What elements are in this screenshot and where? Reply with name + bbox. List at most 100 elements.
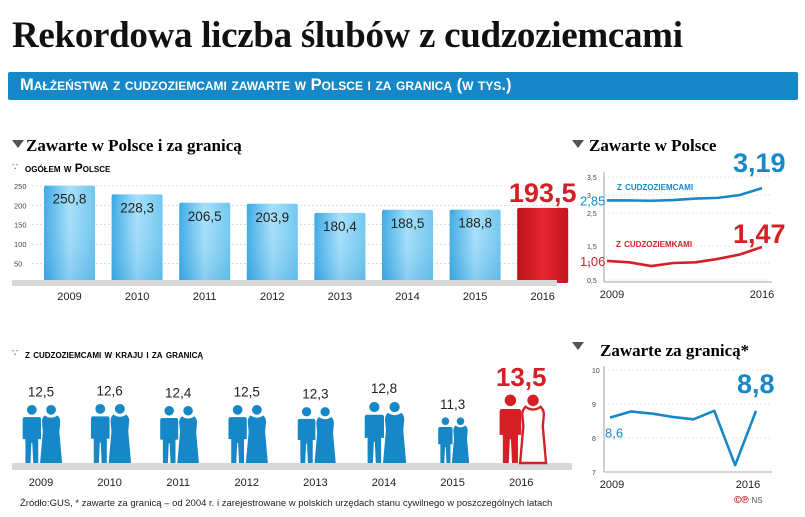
- bar-value-label: 188,8: [458, 216, 492, 231]
- sub-marker-icon: ∵: [12, 348, 18, 359]
- x-tick-label: 2015: [463, 291, 487, 303]
- main-bars-baseline: [12, 280, 557, 286]
- main-bars-subtitle: ogółem w Polsce: [25, 161, 111, 175]
- couple-icon: [364, 401, 407, 463]
- section-marker-icon: [572, 342, 584, 350]
- couple-icon: [297, 407, 336, 463]
- couple-value-label: 12,8: [371, 381, 397, 396]
- abroad-line-title: Zawarte za granicą*: [600, 341, 749, 360]
- couple-value-label: 11,3: [440, 397, 465, 412]
- x-tick-label: 2010: [97, 477, 121, 489]
- line-start-label: 8,6: [605, 426, 623, 441]
- page-subtitle: Małżeństwa z cudzoziemcami zawarte w Pol…: [20, 76, 512, 94]
- couple-2009: 12,5 2009: [22, 384, 63, 489]
- bar-value-label: 180,4: [323, 219, 357, 234]
- y-tick-label: 1: [587, 261, 591, 268]
- line-end-label: 8,8: [737, 369, 775, 399]
- bar-shade: [179, 202, 231, 283]
- x-tick-label: 2009: [29, 477, 53, 489]
- x-tick-label: 2016: [736, 479, 760, 491]
- section-pictogram: ∵ z cudzoziemcami w kraju i za granicą 1…: [12, 347, 572, 489]
- y-tick-label: 3,5: [587, 175, 597, 182]
- x-tick-label: 2011: [193, 291, 217, 303]
- couple-2011: 12,4 2011: [160, 385, 199, 489]
- x-tick-label: 2011: [166, 477, 190, 489]
- page-title: Rekordowa liczba ślubów z cudzoziemcami: [12, 15, 683, 56]
- y-tick-label: 50: [14, 260, 22, 269]
- abroad-line-axes: 7 8 9 10 2009 2016: [592, 366, 772, 491]
- bar-value-label: 206,5: [188, 209, 222, 224]
- y-tick-label: 0,5: [587, 278, 597, 285]
- section-marker-icon: [572, 140, 584, 148]
- y-tick-label: 3: [587, 193, 591, 200]
- main-bars-plot: 250,8 228,3 206,5 203,9 180,4 188,5 188,8 193,5: [44, 178, 576, 283]
- pictogram-plot: 12,5 2009 12,6 2010 12,4 2011 12,5 2012 12,3 2013…: [22, 362, 548, 489]
- pictogram-baseline: [12, 463, 572, 470]
- couple-value-label: 12,5: [28, 384, 54, 399]
- bar-value-label: 203,9: [255, 210, 289, 225]
- poland-lines-title: Zawarte w Polsce: [589, 136, 717, 155]
- section-abroad-line: Zawarte za granicą* 7 8 9 10 2009 2016 8,6 8,8: [572, 341, 775, 491]
- line-start-label: 2,85: [580, 193, 605, 208]
- abroad-line-plot: 8,6 8,8: [605, 369, 775, 469]
- y-tick-label: 10: [592, 368, 600, 375]
- y-tick-label: 200: [14, 201, 27, 210]
- x-tick-label: 2013: [328, 291, 352, 303]
- bar-value-label: 228,3: [120, 200, 154, 215]
- x-tick-label: 2015: [440, 477, 464, 489]
- y-tick-label: 2,5: [587, 211, 597, 218]
- y-tick-label: 150: [14, 221, 27, 230]
- poland-lines-axes: 2,5 3 3,5 0,5 1 1,5 2009 2016: [587, 172, 774, 301]
- couple-2012: 12,5 2012: [228, 384, 268, 489]
- x-tick-label: 2009: [600, 289, 624, 301]
- x-tick-label: 2013: [303, 477, 327, 489]
- y-tick-label: 8: [592, 436, 596, 443]
- sub-marker-icon: ∵: [12, 162, 18, 173]
- poland-lines-plot: 2,85 3,19 z cudzoziemcami 1,06 1,47 z cudzozi…: [580, 148, 786, 270]
- line-za-granica: [609, 409, 758, 467]
- x-tick-label: 2016: [750, 289, 774, 301]
- line-z-cudzoziemcami: [607, 186, 763, 203]
- logo-icon: ©℗: [734, 495, 749, 506]
- x-tick-label: 2016: [509, 477, 533, 489]
- x-tick-label: 2012: [235, 477, 259, 489]
- line-start-label: 1,06: [580, 254, 605, 269]
- x-tick-label: 2009: [57, 291, 81, 303]
- source-note: Źródło:GUS, * zawarte za granicą – od 20…: [20, 498, 553, 509]
- couple-value-label: 12,4: [165, 385, 192, 400]
- section-main-bars: Zawarte w Polsce i za granicą ∵ ogółem w…: [12, 136, 576, 303]
- pictogram-title: z cudzoziemcami w kraju i za granicą: [25, 347, 203, 361]
- section-marker-icon: [12, 140, 24, 148]
- couple-2016: 13,5 2016: [496, 362, 548, 489]
- couple-value-label: 12,3: [302, 386, 328, 401]
- couple-value-label: 13,5: [496, 362, 547, 392]
- bar-shade: [246, 203, 298, 283]
- couple-2015: 11,3 2015: [438, 397, 470, 489]
- x-tick-label: 2014: [372, 477, 396, 489]
- main-bars-title: Zawarte w Polsce i za granicą: [26, 136, 242, 155]
- couple-value-label: 12,5: [234, 384, 260, 399]
- x-tick-label: 2014: [395, 291, 419, 303]
- series-label: z cudzoziemkami: [616, 238, 692, 250]
- subtitle-bar: [8, 72, 798, 100]
- line-end-label: 3,19: [733, 148, 786, 178]
- couple-2014: 12,8 2014: [364, 381, 407, 489]
- line-end-label: 1,47: [733, 219, 786, 249]
- bar-shade: [111, 194, 163, 283]
- bar-shade: [449, 209, 501, 283]
- couple-icon: [228, 404, 268, 463]
- x-tick-label: 2012: [260, 291, 284, 303]
- couple-icon: [438, 417, 470, 463]
- y-tick-label: 9: [592, 402, 596, 409]
- couple-icon: [90, 403, 132, 463]
- couple-icon: [160, 406, 199, 463]
- x-tick-label: 2009: [600, 479, 624, 491]
- series-label: z cudzoziemcami: [617, 181, 693, 193]
- couple-2010: 12,6 2010: [90, 383, 132, 489]
- couple-value-label: 12,6: [96, 383, 122, 398]
- couple-icon: [22, 404, 63, 463]
- x-tick-label: 2016: [530, 291, 554, 303]
- y-tick-label: 100: [14, 240, 27, 249]
